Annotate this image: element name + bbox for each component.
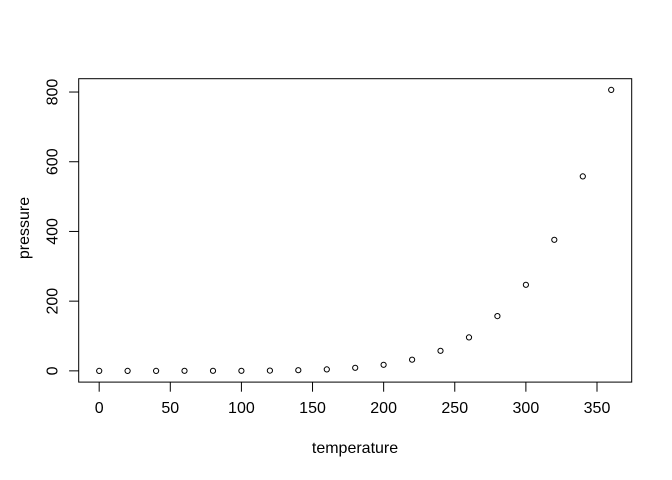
y-axis-title: pressure [16, 196, 33, 260]
x-tick-label: 50 [161, 400, 179, 417]
data-point [494, 313, 501, 320]
x-tick-label: 250 [441, 400, 468, 417]
data-point [124, 367, 131, 374]
y-tick-label: 200 [45, 288, 62, 315]
y-tick-label: 400 [45, 218, 62, 245]
x-tick-label: 100 [228, 400, 255, 417]
data-point [266, 367, 273, 374]
data-point [238, 367, 245, 374]
x-axis-title: temperature [311, 440, 399, 457]
data-point [409, 356, 416, 363]
data-point [608, 86, 615, 94]
data-point [380, 361, 387, 368]
data-point [465, 334, 473, 341]
x-tick-label: 300 [513, 400, 540, 417]
data-point [522, 281, 530, 288]
y-tick-label: 0 [45, 366, 62, 375]
x-tick-label: 350 [584, 400, 611, 417]
data-point [437, 347, 444, 354]
y-tick-label: 800 [45, 79, 62, 106]
data-point [209, 367, 217, 374]
x-tick-label: 200 [370, 400, 397, 417]
x-tick-label: 0 [95, 400, 104, 417]
y-tick-label: 600 [45, 148, 62, 175]
data-point [295, 367, 302, 374]
data-point [323, 366, 330, 373]
x-tick-label: 150 [299, 400, 326, 417]
plot-box [78, 78, 633, 383]
data-point [352, 364, 359, 371]
data-point [181, 367, 188, 374]
data-point [551, 236, 558, 243]
data-point [96, 367, 103, 374]
data-point [579, 173, 586, 180]
data-point [153, 367, 160, 374]
